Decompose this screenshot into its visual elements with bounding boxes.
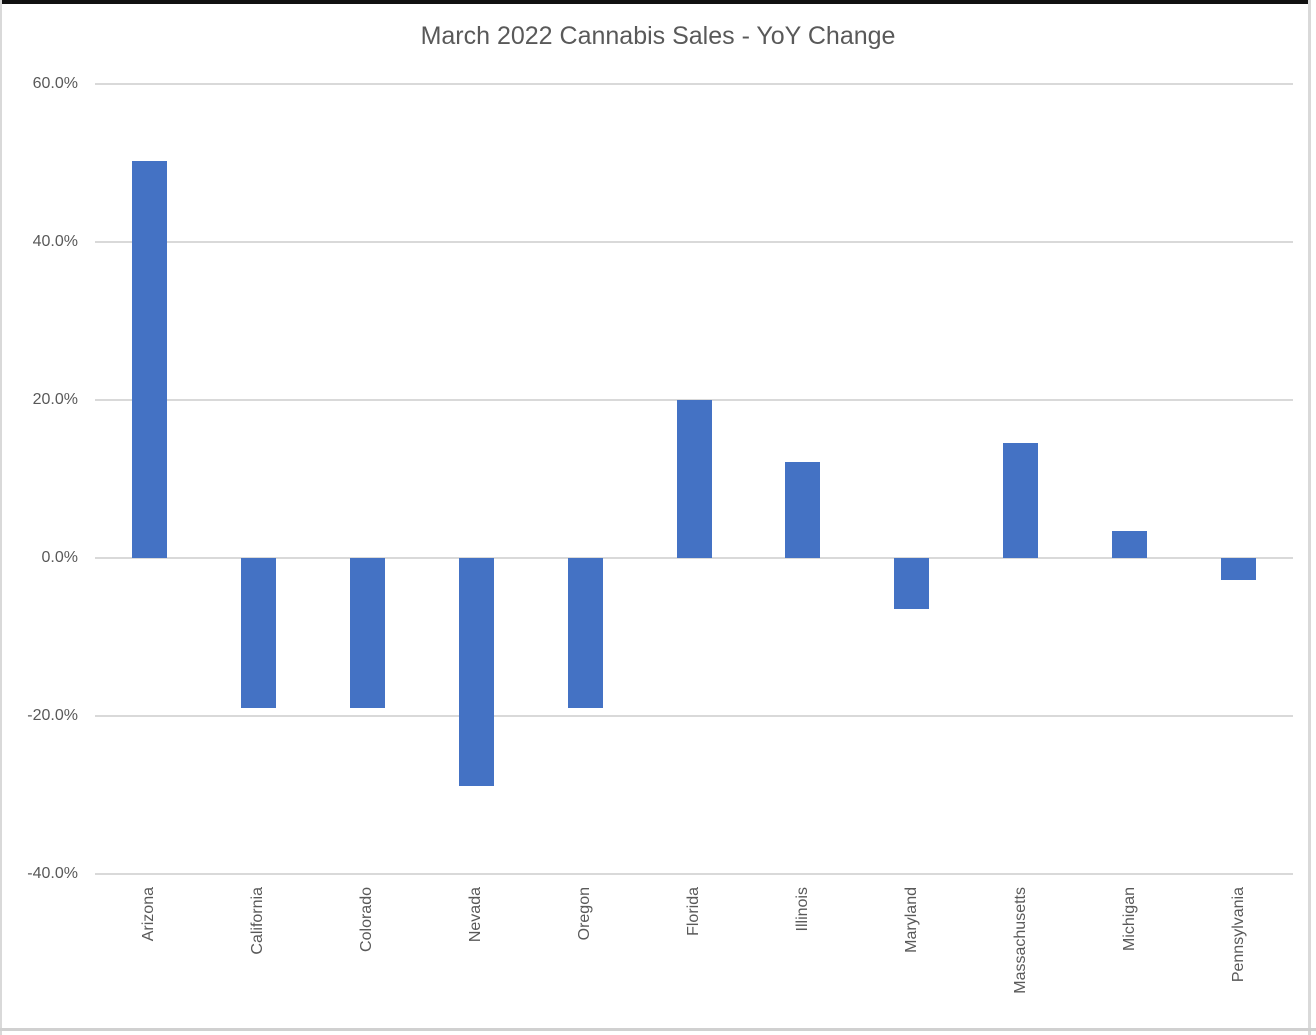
gridline-0	[95, 557, 1293, 559]
gridline-60	[95, 83, 1293, 85]
x-label-colorado: Colorado	[358, 887, 376, 952]
bar-colorado[interactable]	[349, 558, 385, 709]
bar-california[interactable]	[240, 558, 276, 709]
x-label-arizona: Arizona	[140, 887, 158, 942]
x-label-oregon: Oregon	[576, 887, 594, 941]
x-label-pennsylvania: Pennsylvania	[1229, 887, 1247, 983]
bar-oregon[interactable]	[567, 558, 603, 709]
gridline--20	[95, 715, 1293, 717]
y-tick-label: 20.0%	[32, 391, 78, 408]
bar-michigan[interactable]	[1112, 531, 1148, 558]
x-label-nevada: Nevada	[467, 887, 485, 943]
x-label-illinois: Illinois	[793, 887, 811, 932]
x-label-michigan: Michigan	[1120, 887, 1138, 952]
window-right-border	[1308, 0, 1311, 1035]
x-label-florida: Florida	[685, 887, 702, 936]
bar-massachusetts[interactable]	[1003, 443, 1039, 558]
x-label-massachusetts: Massachusetts	[1011, 887, 1029, 994]
bar-pennsylvania[interactable]	[1221, 558, 1257, 581]
bar-maryland[interactable]	[894, 558, 930, 609]
window-bottom-border	[0, 1028, 1316, 1031]
window-left-border	[0, 0, 2, 1035]
bar-illinois[interactable]	[785, 461, 821, 558]
y-tick-label: 40.0%	[32, 233, 78, 250]
gridline-40	[95, 241, 1293, 243]
y-tick-label: -20.0%	[27, 707, 78, 724]
x-label-california: California	[249, 887, 267, 955]
y-tick-label: 60.0%	[32, 75, 78, 92]
window-top-border	[0, 0, 1308, 4]
bar-florida[interactable]	[676, 400, 712, 558]
y-tick-label: 0.0%	[41, 549, 78, 566]
bar-nevada[interactable]	[458, 558, 494, 786]
x-label-maryland: Maryland	[902, 887, 920, 953]
chart-title: March 2022 Cannabis Sales - YoY Change	[420, 22, 896, 50]
y-tick-label: -40.0%	[27, 865, 78, 882]
gridline--40	[95, 873, 1293, 875]
bar-arizona[interactable]	[131, 160, 167, 558]
